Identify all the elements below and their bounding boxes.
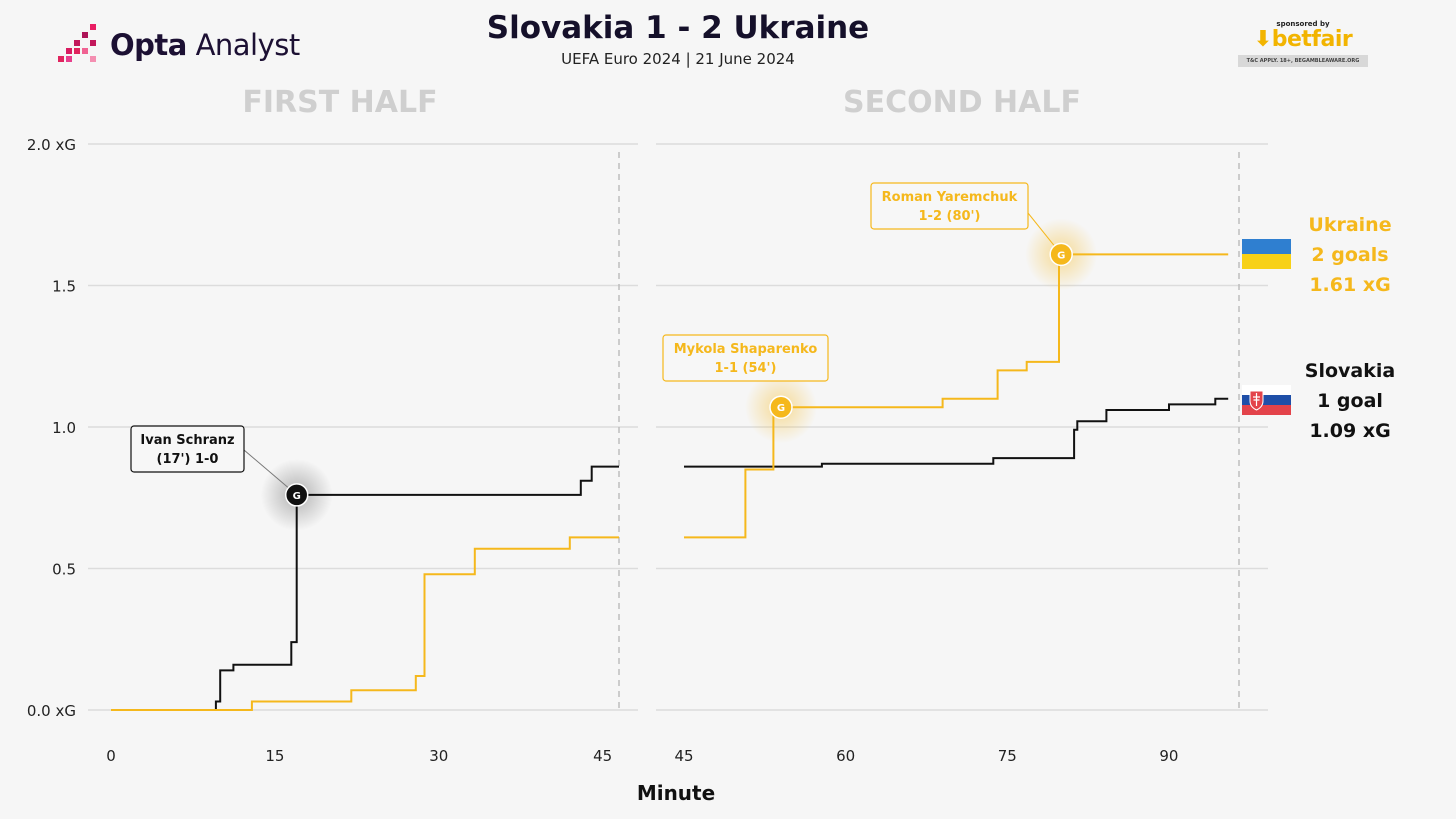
x-tick-label: 75	[998, 747, 1017, 765]
goal-score-label: 1-1 (54')	[715, 361, 777, 376]
y-tick-label: 1.5	[52, 278, 76, 296]
goal-marker-label: G	[293, 491, 301, 502]
summary-team-name: Ukraine	[1308, 214, 1391, 236]
goal-scorer-label: Ivan Schranz	[140, 433, 234, 448]
x-tick-label: 30	[429, 747, 448, 765]
ukraine-flag-icon	[1242, 239, 1291, 254]
page-subtitle: UEFA Euro 2024 | 21 June 2024	[561, 50, 795, 68]
x-axis-label: Minute	[637, 781, 715, 805]
goal-label-box	[870, 182, 1029, 230]
goal-label-box	[662, 334, 829, 382]
goal-label-box	[130, 425, 245, 473]
slovakia-flag-icon	[1242, 385, 1291, 395]
sponsor-disclaimer: T&C APPLY. 18+, BEGAMBLEAWARE.ORG	[1238, 55, 1368, 67]
opta-logo-icon	[58, 24, 96, 62]
sponsor-brand: ⬇betfair	[1253, 27, 1353, 52]
goal-scorer-label: Roman Yaremchuk	[882, 190, 1018, 205]
sponsor-label: sponsored by	[1276, 20, 1330, 28]
summary-goals: 1 goal	[1317, 390, 1383, 412]
series-line-ukraine	[684, 253, 1229, 539]
ukraine-flag-stripe	[1242, 254, 1291, 269]
goal-marker	[284, 483, 309, 507]
sponsor-badge: sponsored by ⬇betfair T&C APPLY. 18+, BE…	[1238, 20, 1368, 67]
brand-name: Opta Analyst	[110, 28, 300, 62]
goal-score-label: 1-2 (80')	[919, 209, 981, 224]
x-tick-label: 45	[593, 747, 612, 765]
goal-marker-label: G	[777, 403, 785, 414]
y-tick-label: 2.0 xG	[27, 136, 76, 154]
x-tick-label: 45	[674, 747, 693, 765]
summary-team-name: Slovakia	[1305, 360, 1395, 382]
goal-scorer-label: Mykola Shaparenko	[674, 342, 818, 357]
slovakia-flag-stripe	[1242, 395, 1291, 405]
x-tick-label: 0	[106, 747, 116, 765]
y-tick-label: 1.0	[52, 419, 76, 437]
goal-score-label: (17') 1-0	[157, 452, 219, 467]
series-line-slovakia	[684, 397, 1229, 468]
page-title: Slovakia 1 - 2 Ukraine	[486, 10, 870, 46]
y-tick-label: 0.5	[52, 561, 76, 579]
series-line-slovakia	[111, 465, 619, 711]
goal-marker-label: G	[1057, 250, 1065, 261]
opta-analyst-logo: Opta Analyst	[56, 22, 300, 68]
y-tick-label: 0.0 xG	[27, 702, 76, 720]
summary-xg: 1.09 xG	[1309, 420, 1390, 442]
x-tick-label: 90	[1159, 747, 1178, 765]
summary-goals: 2 goals	[1311, 244, 1388, 266]
series-line-ukraine	[111, 536, 619, 711]
slovakia-cross-icon	[1253, 393, 1260, 406]
goal-marker	[769, 395, 793, 419]
x-tick-label: 15	[265, 747, 284, 765]
panel-title: SECOND HALF	[843, 85, 1081, 120]
goal-marker	[1049, 242, 1073, 267]
x-tick-label: 60	[836, 747, 855, 765]
panel-title: FIRST HALF	[242, 85, 437, 120]
betfair-arrow-icon: ⬇	[1253, 27, 1272, 52]
slovakia-flag-stripe	[1242, 405, 1291, 415]
summary-xg: 1.61 xG	[1309, 274, 1390, 296]
